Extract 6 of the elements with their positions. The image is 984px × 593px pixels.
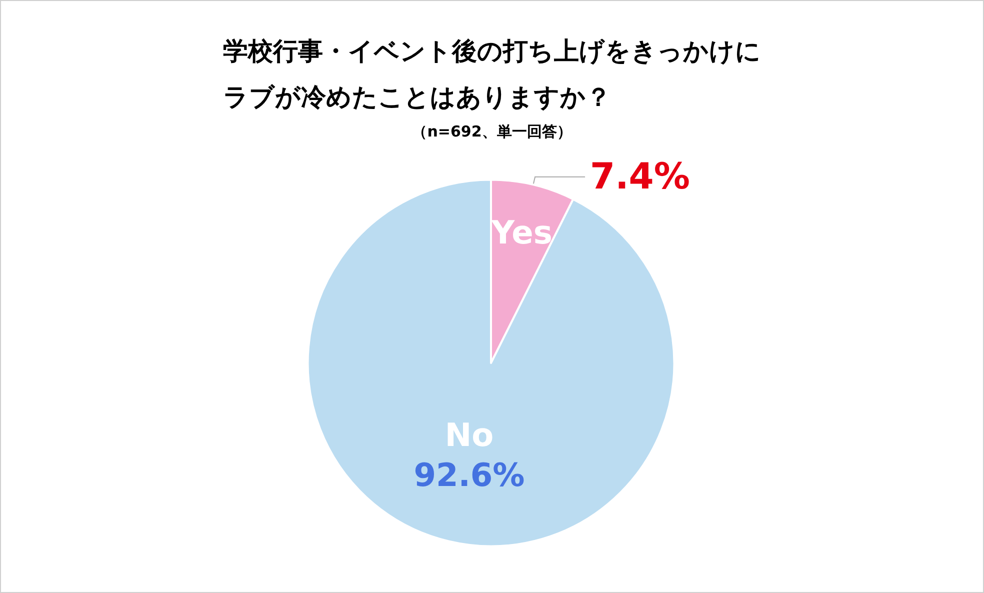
data-label: 92.6% [414, 456, 525, 494]
data-label: 7.4% [590, 156, 690, 198]
slice-label: Yes [490, 214, 552, 252]
chart-title: 学校行事・イベント後の打ち上げをきっかけにラブが冷めたことはありますか？ [223, 36, 761, 112]
chart-subtitle: （n=692、単一回答） [412, 122, 572, 140]
slice-label: No [444, 416, 494, 454]
